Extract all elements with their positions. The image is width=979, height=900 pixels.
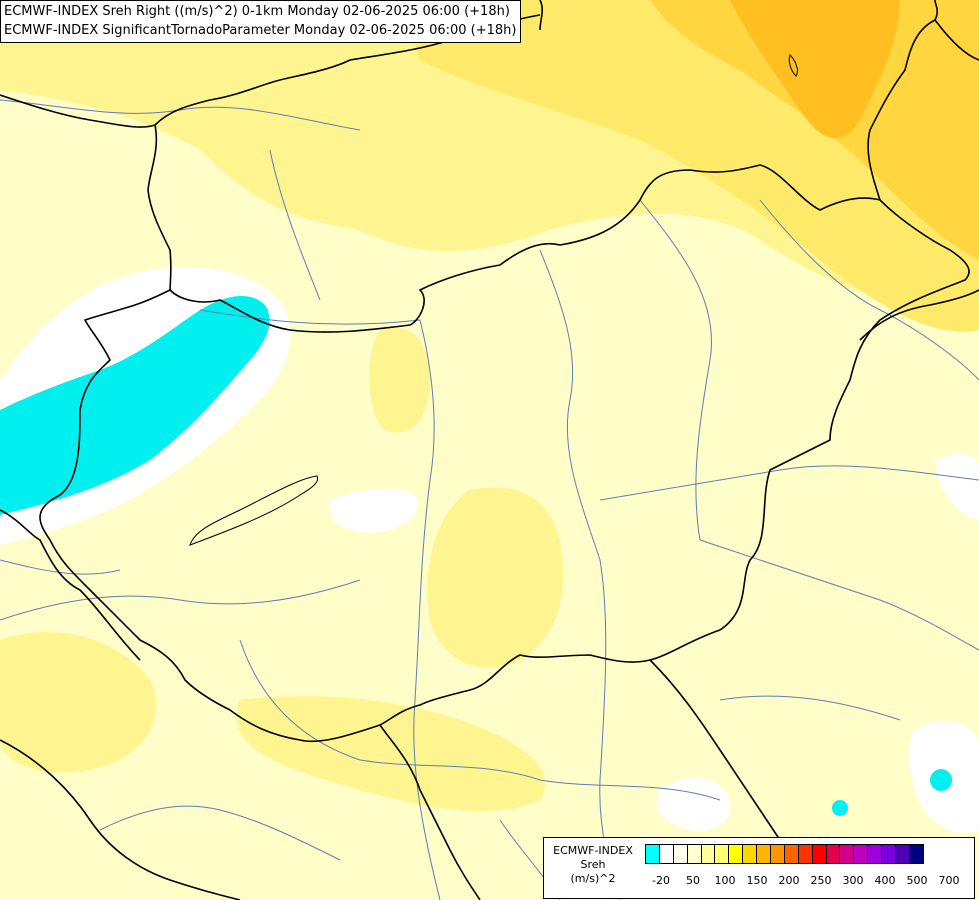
lake-north <box>788 54 798 77</box>
legend-swatch <box>797 844 813 864</box>
legend-swatch <box>825 844 841 864</box>
rivers <box>0 99 979 900</box>
legend-swatch <box>672 844 688 864</box>
lake-balaton <box>189 475 319 546</box>
legend-swatch <box>770 844 785 864</box>
field-orange-core <box>730 0 900 139</box>
legend-swatch <box>742 844 758 864</box>
legend-tick-label: 200 <box>778 874 800 887</box>
field-orange-ne <box>650 0 979 260</box>
title-line-sreh: ECMWF-INDEX Sreh Right ((m/s)^2) 0-1km M… <box>4 4 510 19</box>
legend-swatch <box>658 844 674 864</box>
legend-swatch <box>811 844 827 864</box>
map-title-box: ECMWF-INDEX Sreh Right ((m/s)^2) 0-1km M… <box>0 0 522 43</box>
field-yellow-west <box>369 327 430 433</box>
legend-tick-label: 50 <box>686 874 700 887</box>
legend-tick-label: 700 <box>938 874 960 887</box>
legend-tick-label: 250 <box>810 874 832 887</box>
field-yellow-center <box>427 487 564 668</box>
legend-swatch <box>853 844 869 864</box>
legend-tick-label: 100 <box>714 874 736 887</box>
legend-swatch <box>714 844 730 864</box>
legend-swatch <box>700 844 716 864</box>
legend-swatch <box>895 844 910 864</box>
legend-swatch <box>839 844 855 864</box>
legend-ticks: -20 50 100 150 200 250 300 400 500 700 <box>646 874 966 888</box>
legend-swatch <box>728 844 744 864</box>
field-yellow-south <box>236 696 546 811</box>
legend-tick-label: 300 <box>842 874 864 887</box>
legend-tick-label: -20 <box>652 874 670 887</box>
field-cyan-spot-1 <box>930 769 952 791</box>
field-white-se <box>656 777 731 831</box>
legend-source: ECMWF-INDEX <box>553 844 633 857</box>
field-cyan-spot-2 <box>832 800 848 816</box>
legend-tick-label: 500 <box>906 874 928 887</box>
legend-tick-label: 400 <box>874 874 896 887</box>
legend-swatch <box>867 844 883 864</box>
title-line-stp: ECMWF-INDEX SignificantTornadoParameter … <box>4 23 517 38</box>
field-white-east <box>935 454 979 520</box>
legend-swatch <box>783 844 799 864</box>
legend-unit: (m/s)^2 <box>570 872 616 885</box>
legend-swatch <box>908 844 924 864</box>
legend-swatch <box>756 844 772 864</box>
legend-swatch <box>881 844 897 864</box>
field-cyan-west <box>0 295 270 515</box>
field-white-center <box>329 488 419 533</box>
legend-tick-label: 150 <box>746 874 768 887</box>
field-yellow-sw <box>0 632 157 773</box>
color-legend: ECMWF-INDEX Sreh (m/s)^2 -20 50 100 150 200 2… <box>543 837 975 899</box>
legend-label: ECMWF-INDEX Sreh (m/s)^2 <box>544 844 642 886</box>
legend-swatches <box>645 844 924 864</box>
legend-param: Sreh <box>580 858 606 871</box>
legend-swatch <box>645 844 660 864</box>
legend-swatch <box>686 844 702 864</box>
